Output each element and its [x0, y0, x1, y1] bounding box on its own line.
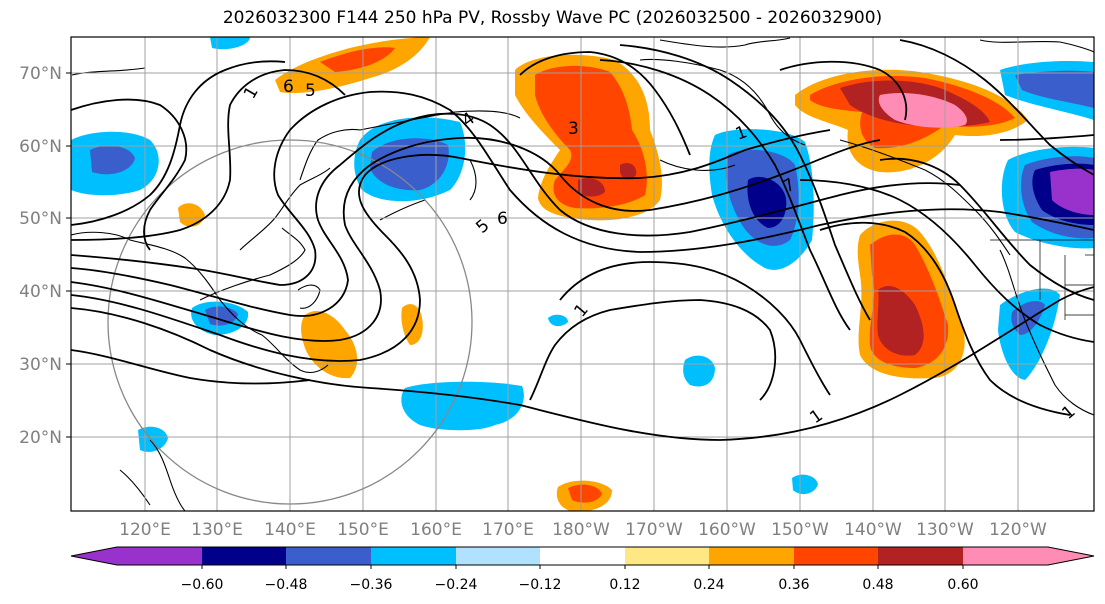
colorbar-segment: [625, 547, 709, 565]
lon-label: 180°W: [552, 520, 610, 540]
contour-label: 1: [1058, 402, 1079, 424]
map-frame: [70, 36, 1095, 512]
lon-label: 150°W: [771, 520, 829, 540]
lon-label: 130°E: [191, 520, 243, 540]
pv-anomaly-shading: [71, 37, 1094, 511]
colorbar-segment: [540, 547, 625, 565]
colorbar-tick-label: −0.12: [519, 577, 562, 593]
lat-label-40n: 40°N: [19, 282, 62, 302]
colorbar-segment: [878, 547, 963, 565]
lat-label-50n: 50°N: [19, 209, 62, 229]
colorbar-labels: −0.60 −0.48 −0.36 −0.24 −0.12 0.12 0.24 …: [181, 577, 979, 593]
lon-label: 120°W: [989, 520, 1047, 540]
colorbar-tick-label: −0.24: [435, 577, 478, 593]
colorbar-segment: [286, 547, 371, 565]
lon-label: 160°E: [410, 520, 462, 540]
colorbar-tick-label: −0.48: [265, 577, 308, 593]
positive-anomaly-japan-east: [301, 310, 358, 379]
colorbar-extend-min: [71, 547, 117, 565]
colorbar-extend-max: [1048, 547, 1094, 565]
lon-label: 130°W: [916, 520, 974, 540]
colorbar-segment: [117, 547, 202, 565]
map-title: 2026032300 F144 250 hPa PV, Rossby Wave …: [222, 8, 883, 28]
colorbar-segment: [709, 547, 794, 565]
gridlines: [71, 37, 1094, 511]
contour-label: 3: [568, 119, 579, 139]
colorbar-segment: [794, 547, 878, 565]
contour-label: 5: [305, 81, 316, 101]
lat-label-70n: 70°N: [19, 64, 62, 84]
lon-label: 170°E: [482, 520, 534, 540]
colorbar: [70, 546, 1095, 569]
lat-label-30n: 30°N: [19, 355, 62, 375]
contour-label: 6: [283, 77, 294, 97]
lat-ticks: [66, 72, 71, 438]
highlight-circle: [107, 139, 473, 505]
latitude-labels: 70°N 60°N 50°N 40°N 30°N 20°N: [19, 64, 62, 448]
negative-anomaly-mongolia: [210, 37, 250, 50]
longitude-labels: 120°E 130°E 140°E 150°E 160°E 170°E 180°…: [119, 520, 1047, 540]
lon-label: 140°W: [844, 520, 902, 540]
colorbar-tick-label: −0.36: [350, 577, 393, 593]
lat-label-20n: 20°N: [19, 428, 62, 448]
negative-anomaly-taiwan: [138, 426, 168, 452]
contour-label: 1: [240, 83, 263, 102]
colorbar-tick-label: 0.60: [947, 577, 978, 593]
colorbar-tick-label: −0.60: [181, 577, 224, 593]
colorbar-outline: [70, 546, 1095, 566]
lon-label: 150°E: [337, 520, 389, 540]
colorbar-tick-label: 0.12: [609, 577, 640, 593]
colorbar-tick-label: 0.36: [778, 577, 809, 593]
negative-anomaly-subtropical-pacific: [401, 381, 524, 431]
colorbar-segment: [456, 547, 540, 565]
colorbar-segment: [963, 547, 1048, 565]
contour-label: 5: [472, 216, 493, 238]
colorbar-tick-label: 0.48: [862, 577, 893, 593]
colorbar-tick-label: 0.24: [693, 577, 724, 593]
pv-contours: [71, 39, 1094, 441]
lon-label: 120°E: [119, 520, 171, 540]
lat-label-60n: 60°N: [19, 137, 62, 157]
colorbar-segment: [202, 547, 286, 565]
lon-label: 170°W: [625, 520, 683, 540]
lon-label: 160°W: [698, 520, 756, 540]
colorbar-segment: [371, 547, 456, 565]
contour-label: 6: [497, 209, 508, 229]
lon-label: 140°E: [264, 520, 316, 540]
